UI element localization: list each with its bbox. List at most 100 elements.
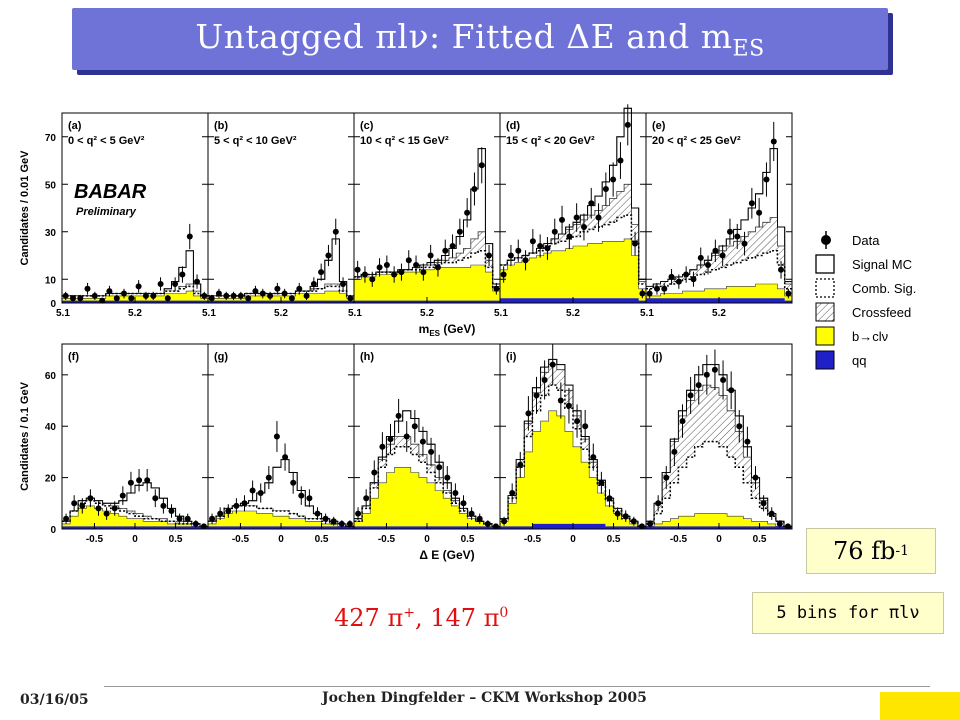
- x-tick-label: 5.2: [712, 308, 726, 319]
- data-point: [646, 290, 653, 297]
- data-point: [281, 290, 288, 297]
- data-point: [434, 264, 441, 271]
- legend-data-marker: [821, 235, 831, 245]
- q2-range-label: 10 < q² < 15 GeV²: [360, 135, 449, 147]
- data-point: [436, 464, 443, 471]
- data-point: [525, 410, 532, 417]
- data-point: [160, 502, 167, 509]
- bcl-histogram: [499, 238, 647, 304]
- data-point: [290, 479, 297, 486]
- x-tick-label: -0.5: [524, 534, 542, 545]
- data-point: [727, 228, 733, 235]
- x-tick-label: 0: [278, 534, 284, 545]
- data-point: [383, 262, 390, 268]
- data-point: [471, 186, 478, 192]
- y-axis-label: Candidates / 0.1 GeV: [19, 381, 31, 490]
- data-point: [176, 515, 183, 522]
- q2-range-label: 20 < q² < 25 GeV²: [652, 135, 741, 147]
- data-point: [566, 233, 573, 240]
- data-point: [683, 271, 690, 278]
- data-point: [557, 397, 564, 404]
- data-point: [456, 228, 463, 235]
- y-tick-label: 60: [45, 371, 57, 382]
- panel-tag: (i): [506, 351, 517, 363]
- data-point: [449, 243, 456, 249]
- x-axis-label-unit: (GeV): [439, 548, 474, 562]
- data-point: [152, 495, 159, 502]
- bcl-histogram: [645, 513, 793, 530]
- x-tick-label: 0.5: [169, 534, 183, 545]
- data-point: [509, 490, 516, 496]
- data-point: [663, 474, 670, 481]
- x-axis-label-main: Δ E: [419, 548, 439, 562]
- data-point: [736, 423, 743, 430]
- data-point: [734, 233, 741, 240]
- panel-tag: (b): [214, 120, 228, 132]
- bins-note: 5 bins for πlν: [776, 603, 920, 623]
- total-fit-outline: [646, 364, 792, 527]
- data-point: [590, 454, 597, 461]
- data-point: [354, 266, 361, 273]
- data-point: [444, 474, 451, 481]
- preliminary-label: Preliminary: [76, 206, 137, 218]
- data-point: [720, 377, 727, 383]
- data-point: [192, 520, 199, 527]
- yield-charged: 427 π: [334, 604, 404, 632]
- data-point: [624, 121, 631, 128]
- x-tick-label: 0.5: [315, 534, 329, 545]
- data-point: [208, 295, 215, 302]
- data-point: [427, 252, 434, 259]
- data-point: [405, 257, 412, 264]
- mES-panel-2: [207, 112, 355, 304]
- deltaE-panel-2: [207, 343, 355, 530]
- x-axis-label: mES (GeV): [419, 322, 476, 338]
- data-point: [442, 247, 449, 254]
- panel-tag: (d): [506, 120, 520, 132]
- comb-signal-outline: [646, 250, 792, 290]
- x-tick-label: 5.2: [274, 308, 288, 319]
- legend-label: Data: [852, 233, 880, 248]
- data-point: [413, 262, 420, 268]
- signal-yields: 427 π+, 147 π0: [334, 604, 508, 632]
- data-point: [77, 295, 84, 302]
- data-point: [318, 269, 325, 276]
- data-point: [655, 500, 662, 507]
- yield-neutral: , 147 π: [414, 604, 500, 632]
- y-tick-label: 70: [45, 133, 57, 144]
- comb-signal-outline: [208, 505, 354, 528]
- data-point: [379, 443, 386, 450]
- data-point: [468, 510, 475, 517]
- legend-label: Signal MC: [852, 257, 912, 272]
- data-point: [573, 214, 580, 221]
- data-point: [588, 200, 595, 207]
- panel-tag: (a): [68, 120, 82, 132]
- data-point: [711, 366, 718, 373]
- y-tick-label: 0: [50, 525, 56, 536]
- data-point: [168, 508, 175, 514]
- data-point: [215, 290, 222, 297]
- data-point: [565, 402, 572, 409]
- slide-title-main: Untagged πlν: Fitted ΔE and m: [195, 16, 733, 56]
- data-point: [106, 288, 113, 295]
- data-point: [387, 436, 394, 443]
- data-point: [288, 295, 295, 302]
- legend-entry-comb: [815, 278, 835, 298]
- data-point: [306, 495, 313, 502]
- x-tick-label: 5.1: [348, 308, 362, 319]
- legend-entry-signal: [815, 254, 835, 274]
- data-point: [363, 495, 370, 502]
- total-fit-outline: [354, 410, 500, 527]
- data-point: [282, 454, 289, 461]
- x-tick-label: 0.5: [461, 534, 475, 545]
- data-point: [322, 515, 329, 522]
- data-point: [515, 247, 522, 254]
- x-tick-label: 0: [424, 534, 430, 545]
- data-point: [249, 487, 256, 494]
- data-point: [501, 518, 508, 525]
- luminosity-exponent: -1: [895, 543, 910, 559]
- data-point: [62, 292, 69, 299]
- slide-date: 03/16/05: [20, 692, 89, 708]
- data-point: [460, 500, 467, 507]
- x-axis-label: Δ E (GeV): [419, 548, 474, 562]
- panel-tag: (g): [214, 351, 228, 363]
